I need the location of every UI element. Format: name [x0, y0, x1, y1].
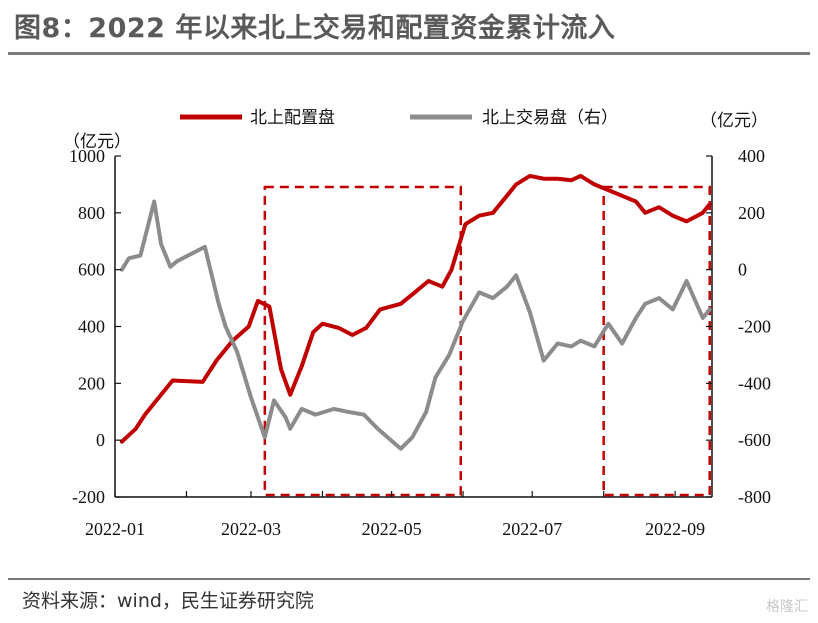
x-tick-label: 2022-05: [362, 519, 422, 539]
right-tick-label: -800: [738, 487, 771, 507]
dashed-highlight-box-2: [602, 185, 711, 497]
source-note: 资料来源：wind，民生证券研究院: [22, 590, 314, 612]
x-tick-label: 2022-09: [645, 519, 705, 539]
right-tick-label: 200: [738, 203, 765, 223]
watermark: 格隆汇: [766, 599, 808, 615]
left-tick-label: -200: [72, 487, 105, 507]
left-tick-label: 600: [78, 260, 105, 280]
left-tick-label: 800: [78, 203, 105, 223]
right-tick-label: 400: [738, 146, 765, 166]
left-tick-label: 0: [96, 430, 105, 450]
legend-label-2: 北上交易盘（右）: [482, 108, 618, 128]
left-tick-label: 200: [78, 373, 105, 393]
right-tick-label: -400: [738, 373, 771, 393]
right-tick-label: -200: [738, 317, 771, 337]
x-tick-label: 2022-07: [502, 519, 562, 539]
bottom-rule: [8, 578, 810, 580]
chart-title: 图8：2022 年以来北上交易和配置资金累计流入: [14, 13, 616, 44]
right-tick-label: -600: [738, 430, 771, 450]
right-axis-unit: （亿元）: [700, 111, 768, 131]
right-tick-label: 0: [738, 260, 747, 280]
left-tick-label: 1000: [69, 146, 105, 166]
top-rule: [8, 52, 810, 55]
x-tick-label: 2022-01: [85, 519, 145, 539]
legend-label-1: 北上配置盘: [250, 108, 335, 128]
dashed-highlight-box-1: [263, 185, 463, 497]
series-line-2: [119, 199, 712, 451]
series-line-1: [119, 173, 712, 444]
left-tick-label: 400: [78, 317, 105, 337]
left-axis-unit: （亿元）: [63, 132, 131, 152]
x-tick-label: 2022-03: [221, 519, 281, 539]
